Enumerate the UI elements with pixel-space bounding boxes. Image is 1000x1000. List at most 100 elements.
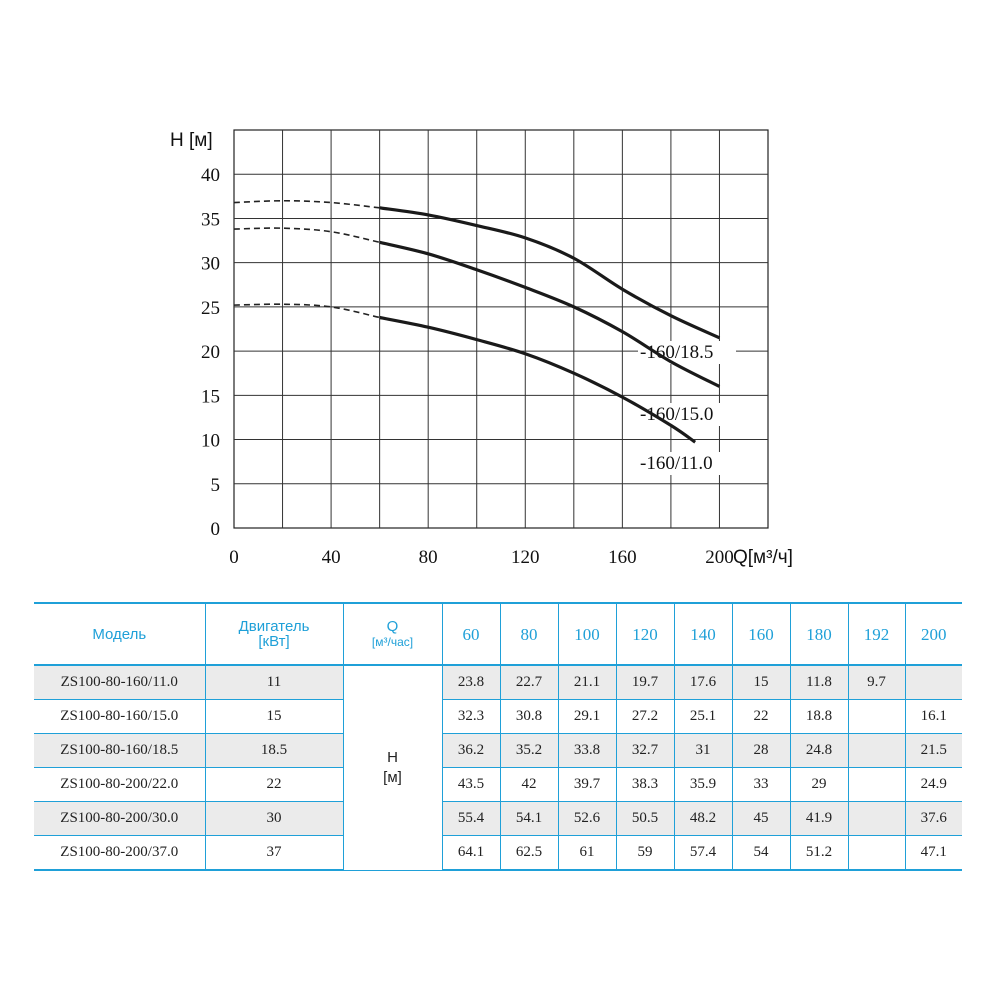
table-row: ZS100-80-160/18.5 18.5 36.2 35.2 33.8 32.7 31 2… bbox=[34, 733, 962, 768]
head-value-cell: 17.6 bbox=[674, 665, 733, 700]
table-header-row: Модель Двигатель [кВт] Q [м³/час] 60 80 10… bbox=[34, 602, 962, 666]
header-flow: 140 bbox=[674, 602, 733, 666]
head-value-cell: 52.6 bbox=[558, 801, 617, 836]
x-tick-label: 40 bbox=[322, 547, 341, 568]
head-value-cell bbox=[848, 801, 906, 836]
head-value-cell: 59 bbox=[616, 835, 675, 871]
header-flow: 80 bbox=[500, 602, 559, 666]
head-value-cell: 23.8 bbox=[442, 665, 501, 700]
curve-dashed-segment bbox=[233, 227, 380, 244]
head-value-cell bbox=[905, 665, 962, 700]
plot-frame bbox=[233, 129, 769, 529]
head-unit-sub: [м] bbox=[383, 768, 402, 786]
head-value-cell: 48.2 bbox=[674, 801, 733, 836]
y-axis-title: H [м] bbox=[170, 130, 213, 151]
head-value-cell: 51.2 bbox=[790, 835, 849, 871]
y-tick-label: 0 bbox=[211, 519, 221, 540]
motor-power-cell: 15 bbox=[205, 699, 344, 734]
motor-power-cell: 18.5 bbox=[205, 733, 344, 768]
head-value-cell: 43.5 bbox=[442, 767, 501, 802]
head-value-cell: 18.8 bbox=[790, 699, 849, 734]
curve-dashed-segment bbox=[233, 303, 380, 319]
head-value-cell: 25.1 bbox=[674, 699, 733, 734]
model-cell: ZS100-80-200/37.0 bbox=[34, 835, 206, 871]
head-value-cell: 29 bbox=[790, 767, 849, 802]
head-value-cell: 33.8 bbox=[558, 733, 617, 768]
head-value-cell bbox=[848, 767, 906, 802]
head-value-cell: 36.2 bbox=[442, 733, 501, 768]
head-value-cell: 61 bbox=[558, 835, 617, 871]
header-flow: 60 bbox=[442, 602, 501, 666]
head-value-cell: 55.4 bbox=[442, 801, 501, 836]
head-value-cell: 47.1 bbox=[905, 835, 962, 871]
model-cell: ZS100-80-200/30.0 bbox=[34, 801, 206, 836]
head-value-cell: 22 bbox=[732, 699, 791, 734]
motor-power-cell: 37 bbox=[205, 835, 344, 871]
head-value-cell: 27.2 bbox=[616, 699, 675, 734]
pump-curve-chart: 0 40 80 120 160 200 0 5 10 15 20 25 30 35 40 -160/18.5… bbox=[170, 129, 793, 568]
head-unit-label: H bbox=[387, 748, 398, 766]
table-row: ZS100-80-200/30.0 30 55.4 54.1 52.6 50.5 48.2 4… bbox=[34, 801, 962, 836]
table-row: ZS100-80-200/37.0 37 64.1 62.5 61 59 57.4 54 51.… bbox=[34, 835, 962, 871]
head-value-cell: 45 bbox=[732, 801, 791, 836]
head-value-cell: 33 bbox=[732, 767, 791, 802]
x-tick-label: 120 bbox=[511, 547, 540, 568]
header-flow: 120 bbox=[616, 602, 675, 666]
head-value-cell: 54 bbox=[732, 835, 791, 871]
head-value-cell: 42 bbox=[500, 767, 559, 802]
curve-label: -160/15.0 bbox=[640, 404, 713, 425]
header-flow: 192 bbox=[848, 602, 906, 666]
curve-solid-segment bbox=[379, 315, 697, 444]
head-value-cell bbox=[848, 835, 906, 871]
head-value-cell: 24.9 bbox=[905, 767, 962, 802]
head-value-cell: 32.3 bbox=[442, 699, 501, 734]
head-value-cell: 24.8 bbox=[790, 733, 849, 768]
header-motor: Двигатель [кВт] bbox=[205, 602, 344, 666]
head-value-cell: 57.4 bbox=[674, 835, 733, 871]
head-value-cell: 37.6 bbox=[905, 801, 962, 836]
y-tick-label: 30 bbox=[201, 254, 220, 275]
x-axis-title: Q[м³/ч] bbox=[733, 547, 793, 568]
head-value-cell: 35.2 bbox=[500, 733, 559, 768]
head-value-cell: 38.3 bbox=[616, 767, 675, 802]
curve-label: -160/18.5 bbox=[640, 342, 713, 363]
head-value-cell: 64.1 bbox=[442, 835, 501, 871]
head-value-cell: 22.7 bbox=[500, 665, 559, 700]
head-value-cell: 11.8 bbox=[790, 665, 849, 700]
chart-curves: -160/18.5 -160/15.0 -160/11.0 bbox=[233, 199, 736, 475]
head-value-cell: 28 bbox=[732, 733, 791, 768]
table-row: ZS100-80-160/11.0 11 H [м] 23.8 22.7 21.1 19.7 1… bbox=[34, 665, 962, 871]
curve-dashed-segment bbox=[233, 199, 380, 209]
model-cell: ZS100-80-200/22.0 bbox=[34, 767, 206, 802]
head-value-cell: 31 bbox=[674, 733, 733, 768]
model-cell: ZS100-80-160/11.0 bbox=[34, 665, 206, 700]
head-value-cell: 9.7 bbox=[848, 665, 906, 700]
x-tick-label: 80 bbox=[419, 547, 438, 568]
header-model: Модель bbox=[34, 602, 206, 666]
table-row: ZS100-80-200/22.0 22 43.5 42 39.7 38.3 35.9 33 2… bbox=[34, 767, 962, 802]
head-value-cell: 16.1 bbox=[905, 699, 962, 734]
head-value-cell bbox=[848, 733, 906, 768]
pump-spec-table: Модель Двигатель [кВт] Q [м³/час] 60 80 10… bbox=[34, 602, 962, 871]
head-value-cell: 21.5 bbox=[905, 733, 962, 768]
head-value-cell: 30.8 bbox=[500, 699, 559, 734]
header-flow: 100 bbox=[558, 602, 617, 666]
head-value-cell: 50.5 bbox=[616, 801, 675, 836]
table-row: ZS100-80-160/15.0 15 32.3 30.8 29.1 27.2 25.1 2… bbox=[34, 699, 962, 734]
header-q: Q [м³/час] bbox=[343, 602, 443, 666]
head-value-cell: 32.7 bbox=[616, 733, 675, 768]
y-tick-label: 10 bbox=[201, 431, 220, 452]
x-tick-label: 0 bbox=[229, 547, 239, 568]
curve-label: -160/11.0 bbox=[640, 453, 713, 474]
x-tick-label: 200 bbox=[705, 547, 734, 568]
motor-power-cell: 22 bbox=[205, 767, 344, 802]
x-tick-label: 160 bbox=[608, 547, 637, 568]
y-tick-label: 40 bbox=[201, 165, 220, 186]
head-value-cell: 41.9 bbox=[790, 801, 849, 836]
y-tick-label: 15 bbox=[201, 386, 220, 407]
motor-power-cell: 30 bbox=[205, 801, 344, 836]
header-flow: 180 bbox=[790, 602, 849, 666]
chart-tick-labels: 0 40 80 120 160 200 0 5 10 15 20 25 30 35 40 bbox=[201, 165, 734, 568]
y-tick-label: 25 bbox=[201, 298, 220, 319]
head-value-cell: 39.7 bbox=[558, 767, 617, 802]
